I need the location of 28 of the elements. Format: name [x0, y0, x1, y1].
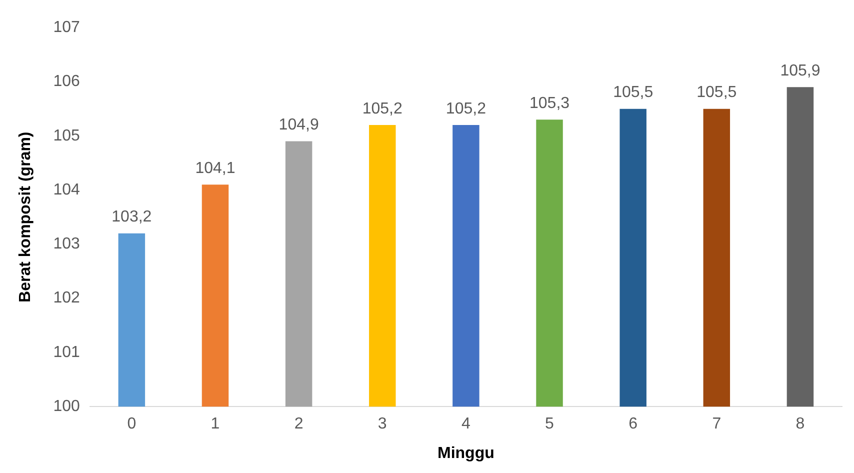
data-label: 105,3: [529, 95, 570, 112]
data-label: 103,2: [112, 208, 152, 226]
data-label: 104,9: [278, 116, 319, 134]
data-label: 104,1: [195, 160, 236, 178]
y-axis-title: Berat komposit (gram): [17, 132, 34, 302]
data-label: 105,9: [780, 62, 820, 80]
y-tick-label: 102: [53, 290, 80, 307]
x-tick-label: 0: [127, 416, 136, 433]
x-tick-label: 2: [294, 416, 304, 433]
x-tick-label: 7: [712, 416, 722, 433]
y-tick-label: 104: [53, 181, 80, 198]
x-axis-title: Minggu: [438, 444, 494, 462]
data-label: 105,2: [446, 100, 486, 118]
data-label: 105,5: [613, 84, 654, 102]
y-tick-label: 100: [53, 398, 80, 416]
y-tick-label: 103: [53, 236, 80, 253]
y-tick-label: 101: [53, 344, 80, 361]
x-tick-label: 8: [796, 416, 805, 433]
x-tick-label: 5: [545, 416, 554, 433]
y-tick-label: 106: [53, 73, 80, 90]
y-tick-label: 105: [53, 127, 80, 144]
x-tick-label: 1: [210, 416, 220, 433]
data-label: 105,2: [362, 100, 402, 118]
x-tick-label: 4: [461, 416, 470, 433]
data-label: 105,5: [696, 84, 737, 102]
x-tick-label: 6: [628, 416, 638, 433]
x-tick-label: 3: [378, 416, 387, 433]
y-tick-label: 107: [53, 19, 80, 36]
